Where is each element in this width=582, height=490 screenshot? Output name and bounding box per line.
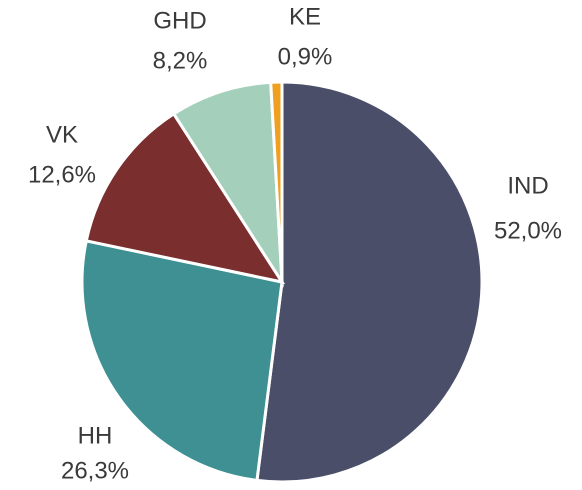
pie-slice xyxy=(84,111,286,285)
slice-value-label: 52,0% xyxy=(494,217,562,244)
slice-value-label: 26,3% xyxy=(61,457,129,484)
slice-value-label: 12,6% xyxy=(28,161,96,188)
slice-category-label: GHD xyxy=(153,7,206,34)
slice-category-label: VK xyxy=(46,121,78,148)
slice-category-label: KE xyxy=(289,3,321,30)
pie-slice xyxy=(269,80,284,283)
pie-slice xyxy=(171,80,284,288)
pie-slice xyxy=(255,80,484,484)
slice-category-label: IND xyxy=(507,172,548,199)
slice-category-label: HH xyxy=(78,422,113,449)
slice-value-label: 8,2% xyxy=(153,47,208,74)
slice-value-label: 0,9% xyxy=(278,43,333,70)
pie-slice xyxy=(80,239,284,483)
